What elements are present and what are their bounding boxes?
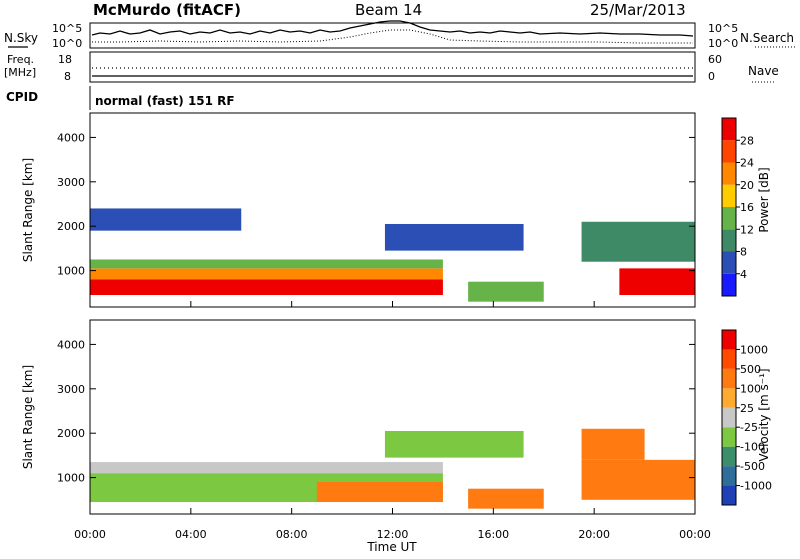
noise-tick-left-top: 10^5: [52, 22, 82, 35]
power-band-3: [90, 208, 242, 231]
colorbar-swatch: [722, 407, 736, 428]
noise-tick-right-top: 10^5: [708, 22, 738, 35]
velocity-band-6: [581, 428, 645, 460]
colorbar-tick-label: 25: [740, 402, 754, 415]
velocity-band-2: [316, 482, 443, 503]
colorbar-swatch: [722, 446, 736, 467]
x-tick-label: 20:00: [578, 528, 610, 541]
y-tick-label: 2000: [57, 220, 85, 233]
y-tick-label: 3000: [57, 383, 85, 396]
x-tick-label: 12:00: [377, 528, 409, 541]
velocity-band-5: [581, 459, 695, 500]
power-colorbar-label: Power [dB]: [757, 167, 771, 232]
noise-tick-left-bottom: 10^0: [52, 37, 82, 50]
colorbar-swatch: [722, 251, 736, 274]
y-tick-label: 1000: [57, 472, 85, 485]
y-tick-label: 4000: [57, 131, 85, 144]
colorbar-swatch: [722, 273, 736, 296]
nsky-line: [91, 20, 694, 37]
x-tick-label: 04:00: [175, 528, 207, 541]
colorbar-swatch: [722, 118, 736, 141]
nsky-label: N.Sky: [4, 31, 38, 45]
freq-tick-top: 18: [58, 53, 72, 66]
power-band-1: [90, 268, 443, 280]
colorbar-tick-label: 1000: [740, 343, 768, 356]
noise-panel: N.Sky 10^5 10^0 10^5 10^0 N.Search: [4, 20, 795, 50]
x-tick-label: 08:00: [276, 528, 308, 541]
x-axis-ticks: 00:00 04:00 08:00 12:00 16:00 20:00 00:00: [74, 301, 711, 541]
noise-tick-right-bottom: 10^0: [708, 37, 738, 50]
power-band-5: [468, 281, 544, 302]
date-title: 25/Mar/2013: [590, 1, 686, 19]
freq-tick-bottom: 8: [64, 70, 71, 83]
power-ylabel: Slant Range [km]: [21, 158, 35, 262]
velocity-ylabel: Slant Range [km]: [21, 365, 35, 469]
y-tick-label: 3000: [57, 176, 85, 189]
nave-tick-top: 60: [708, 53, 722, 66]
colorbar-tick-label: -25: [740, 421, 758, 434]
colorbar-swatch: [722, 485, 736, 505]
velocity-panel: 1000 2000 3000 4000 Slant Range [km]: [21, 319, 696, 515]
colorbar-tick-label: -1000: [740, 480, 772, 493]
y-tick-label: 2000: [57, 427, 85, 440]
power-band-0: [90, 279, 443, 296]
colorbar-swatch: [722, 388, 736, 408]
freq-label-line2: [MHz]: [4, 66, 36, 79]
power-band-7: [619, 268, 695, 296]
power-y-ticks: 1000 2000 3000 4000: [57, 131, 695, 278]
colorbar-tick-label: 20: [740, 179, 754, 192]
colorbar-swatch: [722, 427, 736, 447]
colorbar-swatch: [722, 184, 736, 207]
velocity-band-4: [468, 488, 544, 509]
colorbar-tick-label: 28: [740, 134, 754, 147]
nsearch-label: N.Search: [740, 31, 794, 45]
station-title: McMurdo (fitACF): [93, 1, 241, 19]
colorbar-swatch: [722, 140, 736, 163]
colorbar-swatch: [722, 368, 736, 389]
y-tick-label: 1000: [57, 265, 85, 278]
x-tick-label: 00:00: [74, 528, 106, 541]
x-axis-label: Time UT: [366, 540, 417, 554]
colorbar-tick-label: 100: [740, 382, 761, 395]
colorbar-tick-label: 24: [740, 157, 754, 170]
velocity-bands: [90, 428, 695, 509]
colorbar-swatch: [722, 207, 736, 230]
x-tick-label: 16:00: [477, 528, 509, 541]
nave-tick-bottom: 0: [708, 70, 715, 83]
freq-panel: Freq. [MHz] 18 8 60 0 Nave: [4, 51, 779, 83]
colorbar-frame: [721, 329, 737, 506]
colorbar-tick-label: 500: [740, 363, 761, 376]
power-band-2: [90, 259, 443, 269]
cpid-label: CPID: [6, 90, 38, 104]
cpid-value: normal (fast) 151 RF: [95, 94, 235, 108]
colorbar-tick-label: 16: [740, 201, 754, 214]
velocity-band-1: [90, 462, 443, 474]
colorbar-swatch: [722, 330, 736, 350]
colorbar-tick-label: 4: [740, 268, 747, 281]
freq-label-line1: Freq.: [7, 53, 34, 66]
colorbar-swatch: [722, 466, 736, 486]
colorbar-swatch: [722, 162, 736, 185]
colorbar-tick-label: 8: [740, 246, 747, 259]
y-tick-label: 4000: [57, 338, 85, 351]
colorbar-swatch: [722, 349, 736, 369]
colorbar-tick-label: 12: [740, 223, 754, 236]
velocity-band-3: [384, 430, 524, 458]
colorbar-tick-label: -100: [740, 441, 765, 454]
power-bands: [90, 208, 695, 302]
beam-title: Beam 14: [355, 1, 422, 19]
power-band-6: [581, 221, 695, 262]
nsearch-line: [92, 29, 693, 44]
colorbar-tick-label: -500: [740, 460, 765, 473]
colorbar-swatch: [722, 229, 736, 252]
velocity-y-ticks: 1000 2000 3000 4000: [57, 338, 695, 485]
velocity-colorbar: 1000 500 100 25 -25 -100 -500 -1000: [721, 329, 772, 506]
power-colorbar: 4 8 12 16 20 24 28: [721, 117, 754, 297]
power-panel: 1000 2000 3000 4000 Slant Range [km]: [21, 112, 696, 308]
power-band-4: [384, 223, 524, 251]
nave-label: Nave: [748, 64, 779, 78]
x-tick-label: 00:00: [679, 528, 711, 541]
velocity-colorbar-label: Velocity [m s⁻¹]: [757, 368, 771, 461]
